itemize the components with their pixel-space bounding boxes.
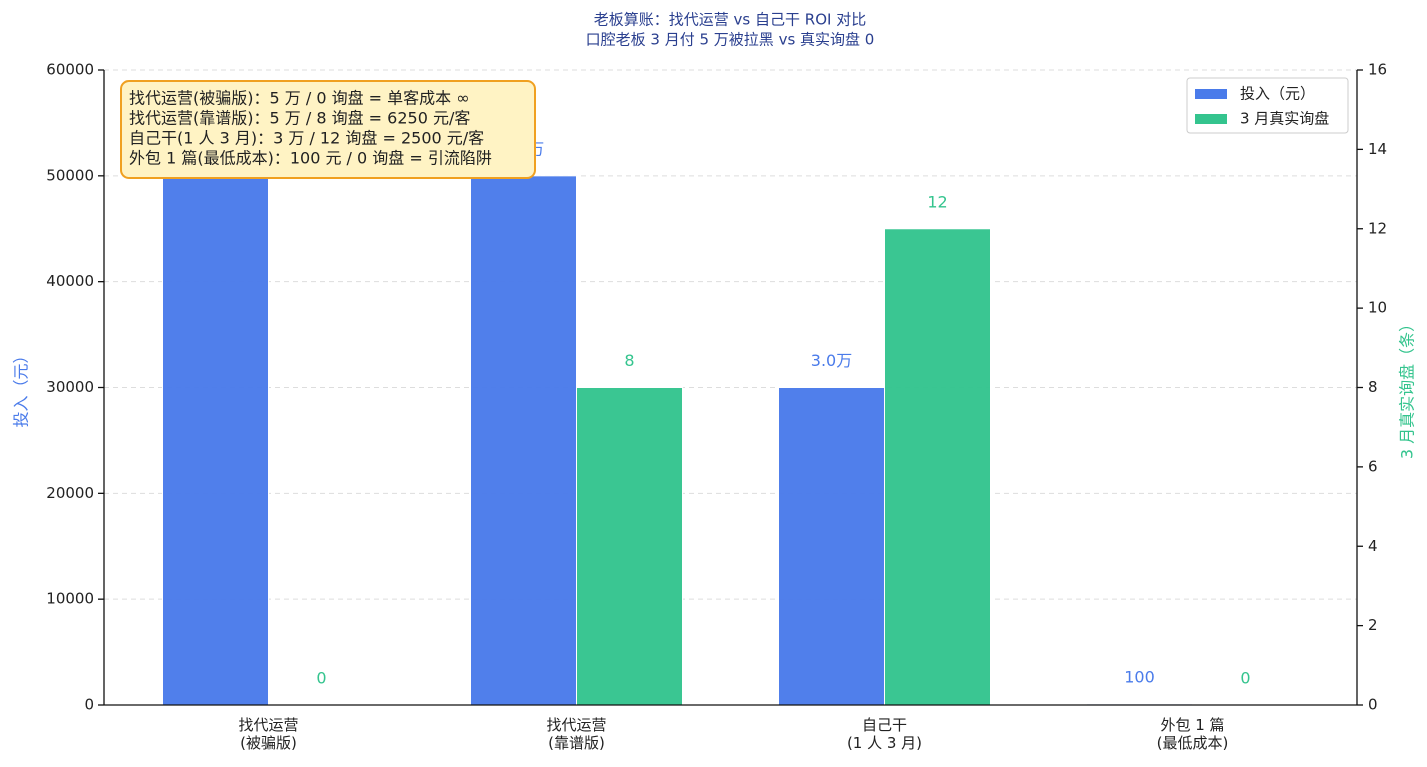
- y2-tick-label: 4: [1368, 537, 1378, 555]
- bar: [576, 387, 683, 706]
- value-label: 100: [1124, 667, 1155, 686]
- x-tick-label-line: (1 人 3 月): [847, 734, 922, 752]
- chart-title: 老板算账：找代运营 vs 自己干 ROI 对比: [594, 11, 866, 29]
- y-tick-label: 30000: [46, 378, 94, 396]
- bar: [778, 387, 885, 706]
- x-tick-label-line: 找代运营: [238, 716, 298, 734]
- x-tick-label-line: 找代运营: [546, 716, 606, 734]
- x-tick-label: 自己干(1 人 3 月): [847, 716, 922, 752]
- y-tick-label: 0: [84, 696, 94, 714]
- chart-subtitle: 口腔老板 3 月付 5 万被拉黑 vs 真实询盘 0: [586, 31, 875, 49]
- x-tick-label: 找代运营(被骗版): [238, 716, 298, 752]
- y2-tick-label: 12: [1368, 219, 1387, 237]
- bar: [162, 175, 269, 706]
- x-tick-label: 外包 1 篇(最低成本): [1157, 716, 1229, 752]
- y-axis-title: 投入（元）: [12, 347, 31, 427]
- value-label: 8: [624, 351, 634, 370]
- y2-tick-label: 16: [1368, 61, 1387, 79]
- y2-tick-label: 6: [1368, 457, 1378, 475]
- x-tick-label-line: (被骗版): [240, 734, 297, 752]
- x-tick-label: 找代运营(靠谱版): [546, 716, 606, 752]
- x-tick-label-line: 自己干: [862, 716, 907, 734]
- value-label: 0: [316, 669, 326, 688]
- value-label: 3.0万: [811, 351, 852, 370]
- y-tick-label: 50000: [46, 166, 94, 184]
- annotation-box: [120, 80, 536, 179]
- bar: [884, 228, 991, 706]
- legend-swatch: [1195, 89, 1227, 99]
- y-tick-label: 20000: [46, 484, 94, 502]
- legend-label: 投入（元）: [1240, 85, 1315, 103]
- annotation-line: 找代运营(靠谱版)：5 万 / 8 询盘 = 6250 元/客: [129, 109, 470, 128]
- value-label: 0: [1240, 669, 1250, 688]
- annotation-line: 自己干(1 人 3 月)：3 万 / 12 询盘 = 2500 元/客: [129, 129, 484, 148]
- x-tick-label-line: (靠谱版): [548, 734, 605, 752]
- y-tick-label: 40000: [46, 272, 94, 290]
- x-tick-label-line: (最低成本): [1157, 734, 1229, 752]
- y-tick-label: 60000: [46, 61, 94, 79]
- y2-axis-title: 3 月真实询盘（条）: [1398, 316, 1417, 459]
- y2-tick-label: 10: [1368, 299, 1387, 317]
- annotation-line: 外包 1 篇(最低成本)：100 元 / 0 询盘 = 引流陷阱: [129, 149, 492, 168]
- y2-tick-label: 14: [1368, 140, 1387, 158]
- y2-tick-label: 8: [1368, 378, 1378, 396]
- y2-tick-label: 2: [1368, 616, 1378, 634]
- legend-swatch: [1195, 114, 1227, 124]
- annotation-line: 找代运营(被骗版)：5 万 / 0 询盘 = 单客成本 ∞: [129, 89, 470, 108]
- legend-label: 3 月真实询盘: [1240, 110, 1329, 128]
- legend-box: [1186, 77, 1349, 134]
- value-label: 12: [927, 192, 947, 211]
- bar: [470, 175, 577, 706]
- y-tick-label: 10000: [46, 590, 94, 608]
- x-tick-label-line: 外包 1 篇: [1160, 716, 1224, 734]
- y2-tick-label: 0: [1368, 696, 1378, 714]
